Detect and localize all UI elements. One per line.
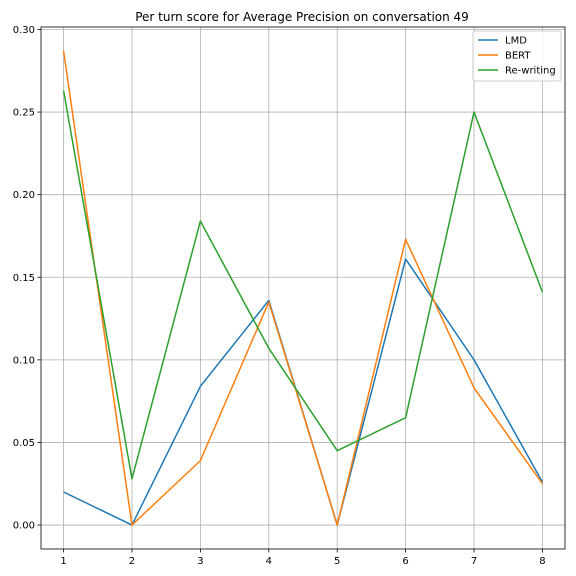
series-line-lmd bbox=[63, 258, 544, 526]
legend-box bbox=[472, 30, 562, 82]
y-tick-label: 0.30 bbox=[13, 25, 35, 36]
x-tick-label: 8 bbox=[539, 556, 545, 567]
legend-label: Re-writing bbox=[505, 66, 556, 77]
y-tick-label: 0.10 bbox=[13, 355, 35, 366]
x-tick-label: 2 bbox=[129, 556, 135, 567]
x-tick-label: 6 bbox=[402, 556, 408, 567]
legend-label: BERT bbox=[505, 51, 531, 62]
x-tick-label: 3 bbox=[197, 556, 203, 567]
y-tick-label: 0.25 bbox=[13, 108, 35, 119]
legend: LMD BERT Re-writing bbox=[472, 30, 562, 82]
y-tick-label: 0.00 bbox=[13, 521, 35, 532]
x-tick-label: 5 bbox=[334, 556, 340, 567]
grid bbox=[41, 27, 565, 549]
series-line-re-writing bbox=[62, 90, 544, 480]
legend-label: LMD bbox=[505, 36, 527, 47]
series-lines bbox=[62, 50, 544, 526]
x-tick-label: 4 bbox=[266, 556, 272, 567]
y-tick-label: 0.05 bbox=[13, 438, 35, 449]
x-tick-label: 7 bbox=[471, 556, 477, 567]
x-tick-label: 1 bbox=[60, 556, 66, 567]
y-tick-label: 0.15 bbox=[13, 273, 35, 284]
y-tick-label: 0.20 bbox=[13, 190, 35, 201]
series-line-bert bbox=[62, 50, 544, 526]
plot-frame bbox=[40, 26, 566, 550]
chart-title: Per turn score for Average Precision on … bbox=[135, 10, 469, 24]
axis-ticks: 1 2 3 4 5 6 7 8 0.00 0.05 0.10 0.15 0.20 0.25 0.30 bbox=[13, 25, 546, 567]
